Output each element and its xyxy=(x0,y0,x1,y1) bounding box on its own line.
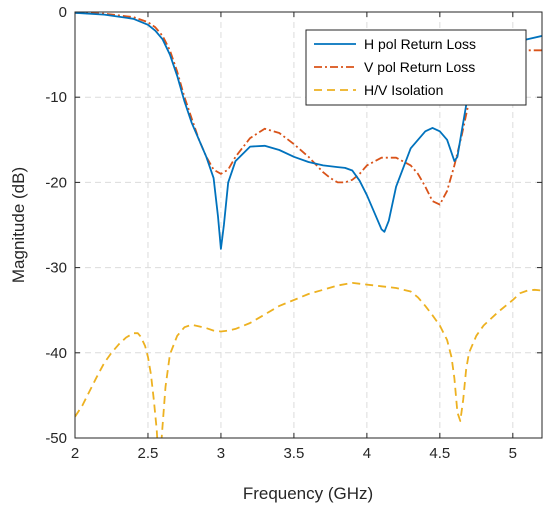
legend-label-1: V pol Return Loss xyxy=(364,59,475,75)
x-tick-label: 5 xyxy=(509,445,517,462)
y-tick-label: 0 xyxy=(59,4,67,21)
legend-label-2: H/V Isolation xyxy=(364,82,443,98)
x-tick-label: 4 xyxy=(363,445,371,462)
series-line-1 xyxy=(75,12,542,206)
series-line-2 xyxy=(75,282,542,438)
y-tick-label: -40 xyxy=(45,345,67,362)
legend-label-0: H pol Return Loss xyxy=(364,36,476,52)
x-tick-label: 3 xyxy=(217,445,225,462)
series-line-0 xyxy=(75,12,542,250)
legend: H pol Return Loss V pol Return Loss H/V Is… xyxy=(305,29,527,106)
x-axis-label: Frequency (GHz) xyxy=(243,484,373,503)
x-tick-label: 3.5 xyxy=(283,445,304,462)
y-tick-label: -20 xyxy=(45,174,67,191)
x-tick-label: 4.5 xyxy=(429,445,450,462)
x-tick-label: 2.5 xyxy=(138,445,159,462)
plot-frame xyxy=(74,11,543,439)
y-tick-label: -50 xyxy=(45,430,67,447)
y-tick-label: -30 xyxy=(45,260,67,277)
y-axis-label: Magnitude (dB) xyxy=(9,167,28,283)
x-tick-label: 2 xyxy=(71,445,79,462)
y-tick-label: -10 xyxy=(45,89,67,106)
ticks: 2 2.5 3 3.5 4 4.5 5 0 -10 -20 -30 -40 -50 xyxy=(45,4,542,462)
series-layer xyxy=(75,12,542,438)
